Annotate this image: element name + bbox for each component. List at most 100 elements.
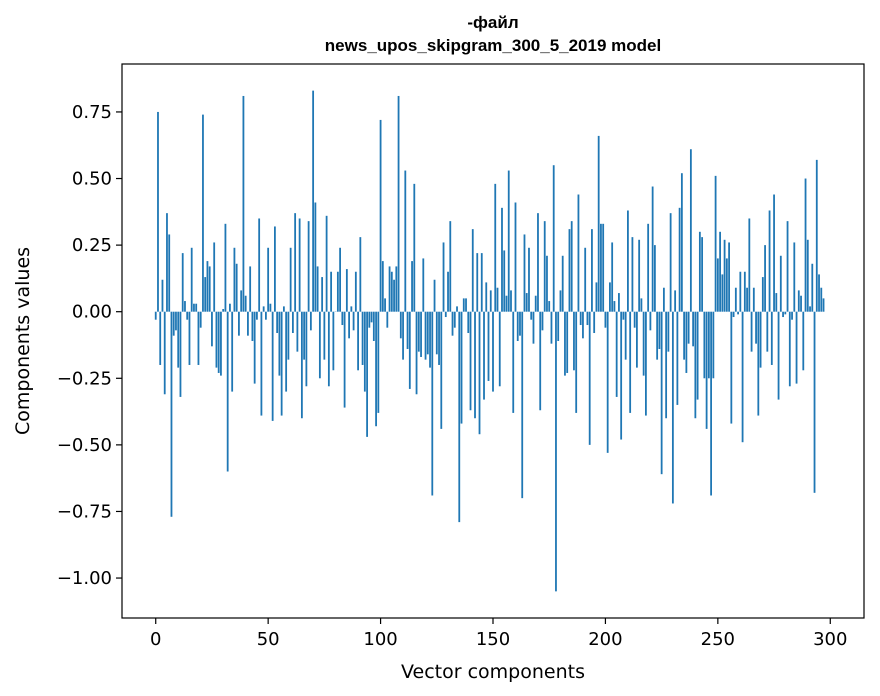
bar-component-104 [388,266,391,312]
x-tick-label: 250 [701,629,735,650]
bar-component-123 [431,311,434,496]
x-tick-label: 200 [588,629,622,650]
bar-component-292 [811,263,814,312]
bar-component-106 [393,279,395,312]
bar-component-68 [307,221,310,312]
bar-component-20 [199,311,202,328]
bar-component-257 [732,311,735,318]
bar-component-263 [746,287,748,312]
bar-component-188 [577,194,580,312]
bar-component-105 [390,271,393,312]
bar-component-297 [822,298,825,312]
bar-component-98 [375,311,377,427]
bar-component-117 [417,311,420,352]
bar-component-182 [564,311,566,376]
x-tick-label: 100 [363,629,397,650]
bar-component-132 [451,311,454,336]
bar-component-48 [262,306,265,312]
x-tick-label: 50 [257,629,280,650]
bar-component-249 [714,175,717,312]
bar-component-65 [300,311,303,419]
bar-component-152 [496,287,499,312]
bar-component-71 [314,202,317,312]
bar-component-66 [303,311,306,360]
bar-component-59 [287,311,290,360]
bar-component-160 [514,202,517,312]
bar-component-91 [359,237,362,312]
bar-component-266 [752,287,755,312]
bar-component-281 [786,221,789,312]
bar-component-43 [251,311,254,341]
bar-component-139 [467,311,470,334]
bar-component-134 [456,306,458,312]
bar-component-24 [208,266,211,312]
bar-component-75 [323,311,326,360]
bar-component-278 [779,255,782,312]
y-tick-label: −1.00 [57,568,112,589]
bar-component-137 [462,298,465,312]
bar-component-255 [728,242,730,312]
bar-component-108 [397,95,400,312]
bar-component-213 [633,311,636,328]
bar-component-23 [206,261,209,312]
bar-component-31 [224,223,227,312]
bar-component-218 [645,311,647,416]
bar-component-95 [368,311,371,328]
bar-component-174 [546,255,548,312]
bar-component-64 [298,218,301,312]
bar-component-211 [629,311,632,413]
x-axis: 0 50 100 150 200 250 300 [150,618,847,650]
bar-component-179 [557,311,560,341]
bar-component-12 [181,253,184,312]
bar-component-27 [215,311,218,368]
bar-component-62 [294,213,297,312]
bar-component-90 [357,311,359,371]
bar-component-178 [555,311,557,592]
bar-component-289 [804,178,807,312]
bar-component-268 [757,311,760,416]
bar-component-186 [573,311,575,371]
bar-component-176 [550,311,553,344]
bar-component-205 [615,311,618,397]
bar-component-224 [658,311,661,349]
bar-component-127 [440,311,443,429]
bar-component-230 [671,311,674,504]
bar-component-118 [420,311,422,357]
bar-component-72 [316,266,319,312]
x-tick-label: 300 [813,629,847,650]
bar-component-156 [505,295,508,312]
bar-component-181 [561,255,564,312]
bar-component-148 [487,311,490,381]
bar-component-2 [159,311,162,365]
bar-component-168 [532,311,535,344]
bar-component-277 [777,311,780,400]
bar-component-113 [408,311,411,389]
bar-component-235 [683,311,686,360]
bar-component-125 [435,311,438,355]
bar-component-293 [813,311,816,493]
bar-component-233 [678,207,681,312]
bar-component-203 [611,242,614,312]
bar-component-0 [154,311,157,320]
bar-component-210 [627,210,629,312]
bar-component-67 [305,311,308,387]
bar-component-163 [521,311,524,499]
bar-component-18 [195,303,198,312]
bar-component-244 [703,311,706,379]
bar-component-17 [193,303,195,312]
bar-component-11 [179,311,182,397]
bar-component-3 [161,279,164,312]
bar-component-40 [244,295,247,312]
bar-component-202 [609,282,611,312]
bar-component-28 [217,311,220,373]
bar-component-107 [395,266,398,312]
bar-component-30 [222,309,225,312]
bar-component-246 [707,311,710,379]
y-tick-label: 0.50 [72,169,112,190]
bar-component-149 [489,290,492,312]
bar-component-114 [411,261,413,312]
bar-component-10 [177,311,180,368]
bar-component-264 [748,218,751,312]
bar-component-251 [719,231,721,312]
